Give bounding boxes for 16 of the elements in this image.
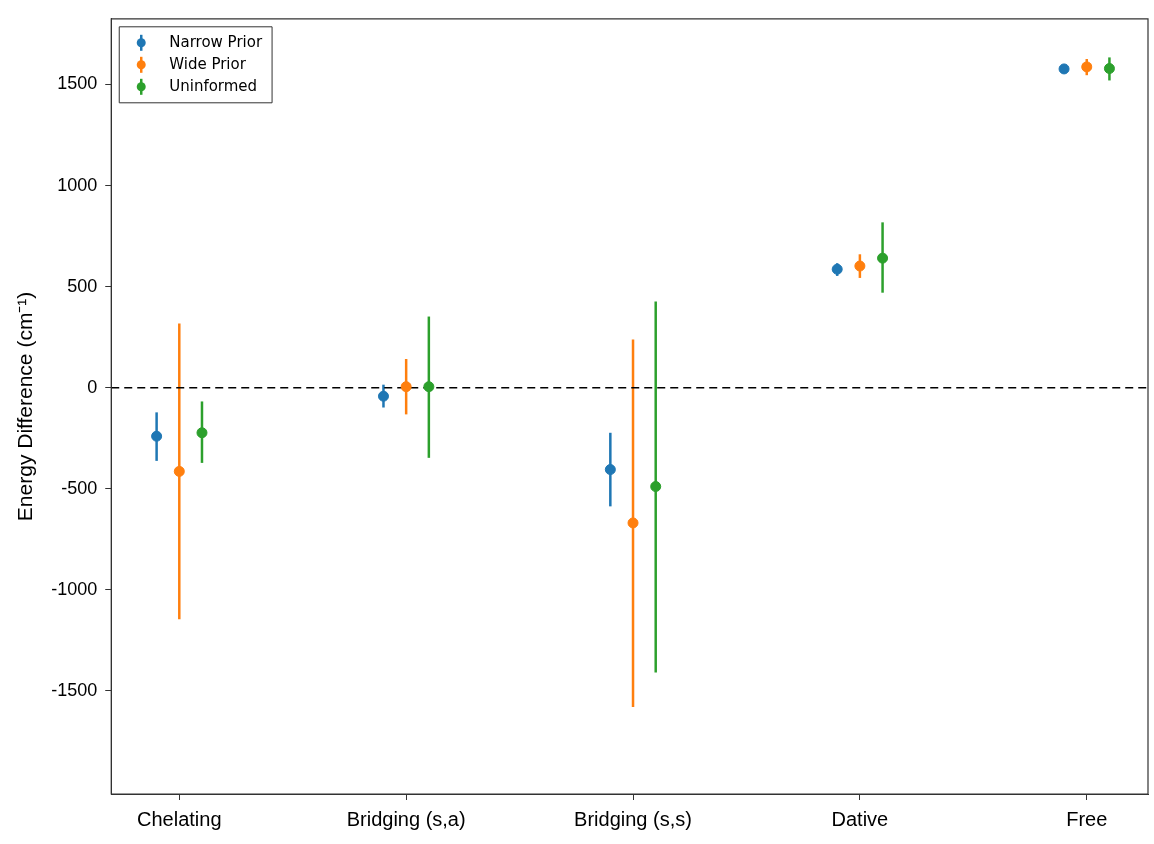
y-tick-label: 500: [67, 275, 98, 296]
legend-label: Narrow Prior: [169, 32, 263, 51]
y-tick-label: -500: [61, 477, 98, 498]
x-tick-label: Free: [1066, 807, 1108, 830]
y-tick-label: -1500: [51, 679, 98, 700]
y-axis-title: Energy Difference (cm⁻¹): [13, 291, 37, 522]
y-tick-label: 1000: [57, 174, 98, 195]
x-tick-label: Dative: [831, 807, 889, 830]
y-tick-label: -1000: [51, 578, 98, 599]
y-tick-label: 0: [87, 376, 98, 397]
y-tick-label: 1500: [57, 73, 98, 94]
legend-label: Wide Prior: [169, 54, 247, 73]
x-tick-label: Bridging (s,a): [346, 807, 466, 830]
x-tick-label: Chelating: [137, 807, 222, 830]
x-tick-label: Bridging (s,s): [574, 807, 692, 830]
legend-label: Uninformed: [169, 76, 258, 95]
